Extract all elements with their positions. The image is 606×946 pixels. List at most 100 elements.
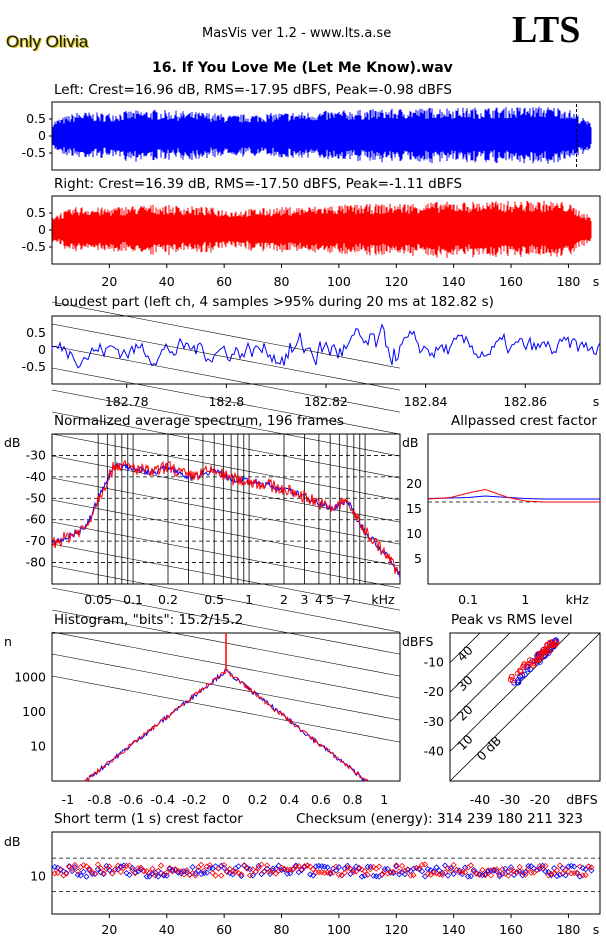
y-tick-label: 0.5	[26, 325, 46, 340]
short-term-point	[536, 865, 543, 872]
short-term-point	[200, 869, 208, 877]
y-tick-label: -40	[424, 743, 444, 758]
short-term-point	[416, 865, 423, 872]
short-term-point	[493, 866, 500, 873]
short-term-point	[462, 869, 469, 876]
short-term-point	[226, 869, 233, 876]
y-tick-label: 10	[30, 739, 46, 754]
short-term-point	[556, 862, 563, 869]
short-term-point	[278, 866, 285, 874]
short-term-point	[490, 866, 497, 873]
spectrum-title: Normalized average spectrum, 196 frames	[54, 413, 344, 429]
short-term-point	[135, 865, 142, 872]
short-term-point	[439, 869, 446, 877]
short-term-point	[522, 869, 529, 876]
short-term-point	[223, 868, 231, 875]
short-term-point	[206, 862, 213, 869]
x-tick-label: 182.86	[503, 394, 547, 409]
short-term-point	[63, 869, 70, 877]
x-tick-label: -20	[530, 792, 550, 807]
crest-title: Allpassed crest factor	[451, 413, 597, 429]
short-term-point	[218, 862, 225, 869]
short-term-point	[71, 861, 79, 869]
y-axis-label: dB	[4, 435, 21, 450]
y-tick-label: 100	[22, 704, 46, 719]
crest-frame	[427, 433, 601, 585]
peak-rms-point	[508, 674, 515, 680]
short-term-point	[384, 870, 391, 877]
y-tick-label: 0	[38, 342, 46, 357]
short-term-point	[507, 864, 515, 871]
short-term-point	[149, 870, 156, 877]
short-term-point	[588, 864, 595, 871]
short-term-point	[163, 869, 170, 876]
x-tick-label: 0.05	[84, 592, 112, 607]
short-term-title: Short term (1 s) crest factor	[54, 811, 243, 827]
crest-right	[427, 488, 600, 503]
short-term-point	[54, 869, 61, 876]
short-term-point	[341, 869, 348, 876]
short-term-point	[117, 863, 124, 870]
short-term-point	[146, 873, 153, 880]
short-term-point	[212, 863, 219, 870]
short-term-point	[321, 869, 328, 877]
short-term-point	[117, 868, 124, 876]
slope-line	[51, 411, 401, 479]
y-axis-label: dBFS	[402, 634, 433, 649]
y-tick-label: 0	[38, 222, 46, 237]
left-channel-title: Left: Crest=16.96 dB, RMS=-17.95 dBFS, P…	[54, 82, 452, 98]
peak-rms-point	[548, 641, 555, 648]
y-tick-label: 1000	[14, 670, 46, 685]
short-term-point	[499, 870, 506, 877]
short-term-point	[312, 863, 320, 870]
short-term-point	[109, 870, 116, 877]
x-tick-label: 1	[245, 592, 253, 607]
short-term-point	[287, 866, 294, 873]
track-title: 16. If You Love Me (Let Me Know).wav	[152, 60, 453, 76]
peak-rms-title: Peak vs RMS level	[451, 612, 573, 628]
x-tick-label: 5	[326, 592, 334, 607]
short-term-point	[129, 867, 136, 874]
short-term-point	[393, 862, 400, 869]
short-term-point	[189, 864, 196, 871]
short-term-point	[401, 867, 408, 874]
x-tick-label: 80	[274, 922, 290, 937]
histogram-right	[83, 668, 369, 782]
short-term-point	[226, 865, 233, 872]
short-term-point	[284, 870, 291, 877]
y-tick-label: -0.5	[22, 145, 46, 160]
x-tick-label: 60	[216, 922, 232, 937]
short-term-point	[232, 868, 239, 875]
y-tick-label: 15	[406, 501, 422, 516]
short-term-point	[272, 870, 279, 877]
y-axis-label: n	[4, 634, 12, 649]
x-tick-label: 182.84	[404, 394, 448, 409]
short-term-point	[195, 864, 202, 871]
short-term-point	[123, 870, 130, 877]
short-term-point	[241, 862, 248, 869]
short-term-point	[447, 867, 454, 874]
y-tick-label: -70	[26, 533, 46, 548]
histogram-left	[83, 668, 369, 783]
x-tick-label: 160	[499, 274, 523, 289]
short-term-point	[63, 870, 70, 877]
short-term-point	[198, 870, 205, 878]
short-term-point	[553, 873, 561, 880]
short-term-point	[66, 863, 73, 870]
x-tick-label: 0.5	[204, 592, 224, 607]
short-term-point	[364, 871, 371, 878]
short-term-point	[410, 865, 417, 872]
short-term-point	[579, 864, 586, 872]
short-term-point	[571, 863, 578, 870]
short-term-point	[553, 867, 561, 874]
y-tick-label: 10	[30, 869, 46, 884]
short-term-point	[89, 869, 96, 876]
short-term-point	[106, 863, 113, 870]
short-term-point	[301, 863, 308, 871]
short-term-point	[155, 873, 162, 880]
short-term-point	[264, 862, 271, 869]
short-term-point	[287, 870, 294, 877]
short-term-point	[573, 869, 581, 876]
short-term-point	[258, 861, 265, 868]
short-term-point	[499, 866, 506, 873]
